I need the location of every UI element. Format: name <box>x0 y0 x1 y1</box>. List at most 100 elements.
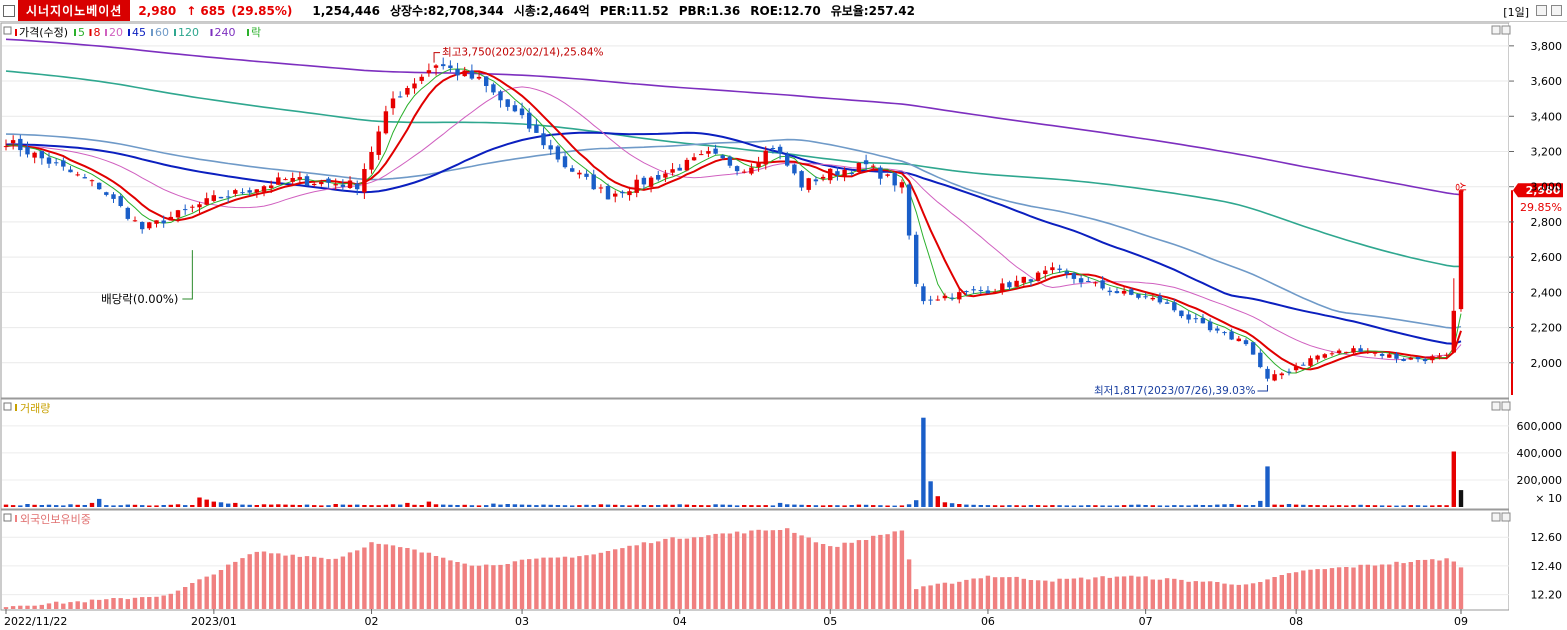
volume-bar <box>1035 505 1041 507</box>
volume-bar <box>799 504 804 507</box>
candle-body <box>1243 340 1249 345</box>
foreign-bar <box>806 537 811 609</box>
candle-body <box>340 184 346 187</box>
foreign-bar <box>1100 576 1105 609</box>
period-selector[interactable]: [1일] <box>1503 6 1529 19</box>
foreign-bar <box>455 562 460 609</box>
candle-body <box>1186 314 1191 320</box>
volume-bar <box>1451 451 1456 507</box>
candle-body <box>620 191 625 194</box>
foreign-bar <box>61 603 66 609</box>
foreign-bar <box>971 578 976 609</box>
volume-bar <box>613 504 618 507</box>
foreign-bar <box>598 552 604 609</box>
foreign-panel-minimize-icon[interactable] <box>1491 512 1501 522</box>
foreign-bar <box>1028 580 1034 609</box>
foreign-bar <box>18 605 23 609</box>
foreign-bar <box>369 542 374 609</box>
foreign-bar <box>1265 579 1270 609</box>
foreign-bar <box>211 574 216 609</box>
foreign-bar <box>820 544 826 609</box>
volume-bar <box>355 504 360 507</box>
candle-body <box>498 91 503 101</box>
candle-body <box>648 177 654 187</box>
volume-bar <box>1143 505 1148 507</box>
candle-body <box>1315 355 1320 360</box>
foreign-bar <box>46 603 52 609</box>
foreign-bar <box>1430 559 1435 609</box>
foreign-bar <box>347 552 353 609</box>
volume-bar <box>1365 505 1370 507</box>
volume-bar <box>441 504 446 507</box>
foreign-bar <box>1229 584 1234 609</box>
foreign-bar <box>605 551 611 609</box>
maximize-icon[interactable] <box>1551 5 1562 16</box>
foreign-bar <box>1121 576 1127 609</box>
volume-bar <box>204 499 209 507</box>
candle-body <box>856 162 862 172</box>
candle-body <box>1093 282 1098 284</box>
foreign-panel-checkbox[interactable] <box>3 513 12 522</box>
candle-body <box>240 192 245 194</box>
volume-bar <box>269 504 274 507</box>
volume-bar <box>942 502 948 507</box>
candle-body <box>1215 328 1220 331</box>
foreign-panel-maximize-icon[interactable] <box>1501 512 1511 522</box>
volume-bar <box>347 504 353 507</box>
volume-bar <box>906 504 912 507</box>
candle-body <box>1451 310 1456 353</box>
foreign-bar <box>663 538 668 609</box>
volume-panel-minimize-icon[interactable] <box>1491 401 1501 411</box>
volume-bar <box>183 505 188 507</box>
foreign-bar <box>828 546 833 609</box>
price-panel-checkbox[interactable] <box>3 26 12 35</box>
volume-panel-maximize-icon[interactable] <box>1501 401 1511 411</box>
candle-body <box>548 145 553 150</box>
volume-bar <box>849 505 854 507</box>
volume-bar <box>885 505 890 507</box>
volume-bar <box>197 497 202 507</box>
volume-bar <box>304 504 310 507</box>
volume-bar <box>455 505 460 507</box>
foreign-bar <box>871 535 876 609</box>
foreign-bar <box>304 556 310 609</box>
candle-body <box>1064 271 1069 274</box>
foreign-bar <box>799 535 804 609</box>
candle-body <box>627 191 632 196</box>
volume-bar <box>1064 505 1069 507</box>
foreign-bar <box>842 542 847 609</box>
volume-bar <box>899 505 905 507</box>
stock-name[interactable]: 시너지이노베이션 <box>18 0 131 21</box>
volume-bar <box>1028 505 1034 507</box>
foreign-bar <box>1086 579 1091 609</box>
minimize-icon[interactable] <box>1536 5 1547 16</box>
candle-body <box>326 178 331 183</box>
volume-bar <box>240 504 245 507</box>
candle-body <box>777 146 783 154</box>
ma-240-line <box>5 38 1462 196</box>
candle-body <box>204 198 209 205</box>
volume-panel-checkbox[interactable] <box>3 402 12 411</box>
price-panel-maximize-icon[interactable] <box>1501 25 1511 35</box>
current-price: 2,980 <box>138 3 177 18</box>
foreign-bar <box>1379 564 1385 609</box>
volume-bar <box>1164 505 1170 507</box>
select-checkbox[interactable] <box>3 4 15 17</box>
legend-item-8: 락 <box>251 26 261 39</box>
volume-bar <box>1057 505 1062 507</box>
foreign-bar <box>835 546 840 609</box>
foreign-bar <box>921 586 926 609</box>
foreign-bar <box>1050 581 1055 609</box>
candle-body <box>634 179 639 193</box>
volume-bar <box>949 503 955 507</box>
candle-body <box>949 297 955 299</box>
volume-bar <box>1222 504 1227 507</box>
volume-bar <box>82 505 87 507</box>
foreign-bar <box>534 558 539 609</box>
foreign-bar <box>1157 579 1163 609</box>
foreign-bar <box>319 557 324 609</box>
price-panel-minimize-icon[interactable] <box>1491 25 1501 35</box>
volume-bar <box>154 505 159 507</box>
candle-body <box>283 179 288 181</box>
foreign-bar <box>204 576 209 609</box>
